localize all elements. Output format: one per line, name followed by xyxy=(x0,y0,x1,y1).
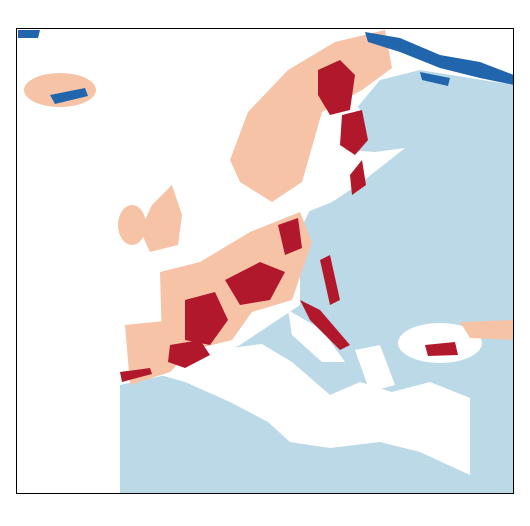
adriatic xyxy=(288,310,345,362)
hotspots xyxy=(120,60,458,382)
cold-spot xyxy=(420,72,450,86)
black-sea xyxy=(398,323,482,363)
hotspot xyxy=(340,110,368,155)
hotspot xyxy=(120,368,152,382)
hotspot xyxy=(168,340,210,368)
hotspot xyxy=(425,342,458,356)
iberia xyxy=(125,320,200,385)
map-layers xyxy=(16,28,514,494)
cold-spot xyxy=(50,88,88,104)
hotspot xyxy=(185,292,228,345)
hotspot xyxy=(278,218,302,255)
hotspot xyxy=(320,255,340,305)
hotspot xyxy=(350,160,366,195)
anatolia-strip xyxy=(460,320,514,340)
cold-spot xyxy=(18,30,40,38)
iceland xyxy=(24,73,96,107)
mediterranean xyxy=(150,344,470,475)
cold-spots xyxy=(18,30,514,104)
cold-spot xyxy=(365,32,514,85)
baltic xyxy=(300,92,405,215)
hotspot xyxy=(300,300,350,350)
britain xyxy=(140,185,182,252)
ireland xyxy=(118,205,146,245)
hotspot xyxy=(225,262,285,305)
frame xyxy=(16,28,514,494)
hotspot xyxy=(318,60,355,115)
aegean xyxy=(355,345,395,392)
